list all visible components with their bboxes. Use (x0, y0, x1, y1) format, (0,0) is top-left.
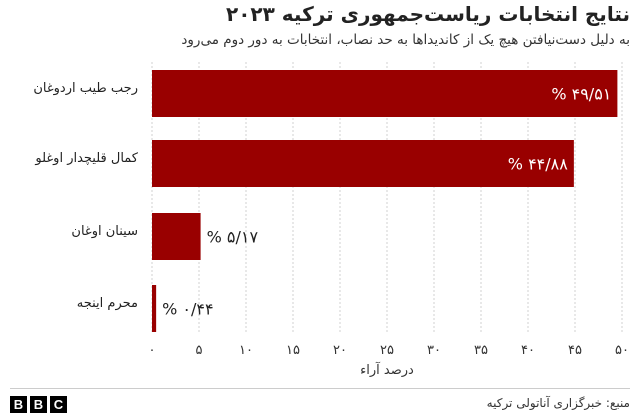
bbc-logo-letter: C (50, 396, 67, 413)
category-label: محرم اینجه (77, 296, 138, 311)
chart-subtitle: به دلیل دست‌نیافتن هیچ یک از کاندیداها ب… (181, 32, 630, 48)
x-tick-label: ۱۰ (239, 343, 253, 358)
x-tick-label: ۴۵ (568, 343, 582, 358)
footer-divider (10, 388, 630, 389)
bbc-logo-letter: B (30, 396, 47, 413)
source-note: منبع: خبرگزاری آناتولی ترکیه (486, 396, 630, 410)
bar-chart: ۰ ۵ ۱۰ ۱۵ ۲۰ ۲۵ ۳۰ ۳۵ ۴۰ ۴۵ ۵۰ درصد آراء رجب طیب ارد… (33, 62, 629, 378)
bbc-logo-letter: B (10, 396, 27, 413)
x-tick-label: ۳۵ (474, 343, 488, 358)
x-axis-title: درصد آراء (360, 361, 414, 378)
bbc-logo: B B C (10, 396, 67, 413)
x-tick-label: ۵ (196, 343, 203, 358)
x-tick-label: ۵۰ (615, 343, 629, 358)
x-tick-label: ۱۵ (286, 343, 300, 358)
x-tick-label: ۴۰ (521, 343, 535, 358)
bar (152, 140, 574, 187)
data-label: % ۴۴/۸۸ (508, 155, 568, 174)
data-label: % ۰/۴۴ (162, 300, 213, 319)
bar (152, 213, 201, 260)
bar (152, 285, 157, 332)
bar (152, 70, 618, 117)
chart-title: نتایج انتخابات ریاست‌جمهوری ترکیه ۲۰۲۳ (225, 2, 630, 26)
x-tick-label: ۲۵ (380, 343, 394, 358)
x-tick-label: ۰ (149, 343, 156, 358)
category-label: سینان اوغان (71, 224, 138, 239)
data-label: % ۵/۱۷ (207, 228, 259, 247)
x-tick-label: ۳۰ (427, 343, 441, 358)
category-label: رجب طیب اردوغان (33, 81, 138, 96)
category-label: کمال قلیچدار اوغلو (34, 151, 138, 166)
data-label: % ۴۹/۵۱ (551, 85, 611, 104)
x-tick-label: ۲۰ (333, 343, 347, 358)
